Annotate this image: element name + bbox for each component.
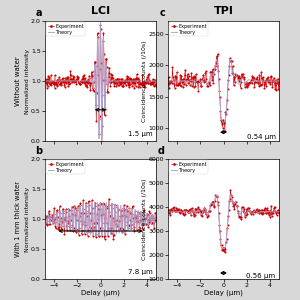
- Y-axis label: Coincidence counts (/10s): Coincidence counts (/10s): [142, 40, 147, 122]
- Text: With 1 mm thick water: With 1 mm thick water: [15, 181, 21, 257]
- Text: b: b: [35, 146, 42, 156]
- Text: c: c: [159, 8, 165, 18]
- Text: d: d: [158, 146, 165, 156]
- X-axis label: Delay (μm): Delay (μm): [204, 290, 243, 296]
- Legend: Experiment, Theory: Experiment, Theory: [169, 160, 208, 174]
- Legend: Experiment, Theory: Experiment, Theory: [46, 160, 85, 174]
- Text: LCI: LCI: [91, 6, 110, 16]
- Y-axis label: Coincidence counts (/10s): Coincidence counts (/10s): [142, 178, 147, 260]
- Y-axis label: Normalized intensity: Normalized intensity: [25, 48, 30, 114]
- Legend: Experiment, Theory: Experiment, Theory: [46, 22, 85, 36]
- Legend: Experiment, Theory: Experiment, Theory: [169, 22, 208, 36]
- Text: a: a: [35, 8, 42, 18]
- Text: 1.5 μm: 1.5 μm: [128, 131, 152, 137]
- Text: 0.56 μm: 0.56 μm: [246, 272, 275, 278]
- Text: TPI: TPI: [214, 6, 233, 16]
- Text: Without water: Without water: [15, 56, 21, 106]
- X-axis label: Delay (μm): Delay (μm): [81, 290, 120, 296]
- Text: 7.8 μm: 7.8 μm: [128, 269, 152, 275]
- Text: 0.54 μm: 0.54 μm: [247, 134, 275, 140]
- Y-axis label: Normalized intensity: Normalized intensity: [25, 186, 30, 252]
